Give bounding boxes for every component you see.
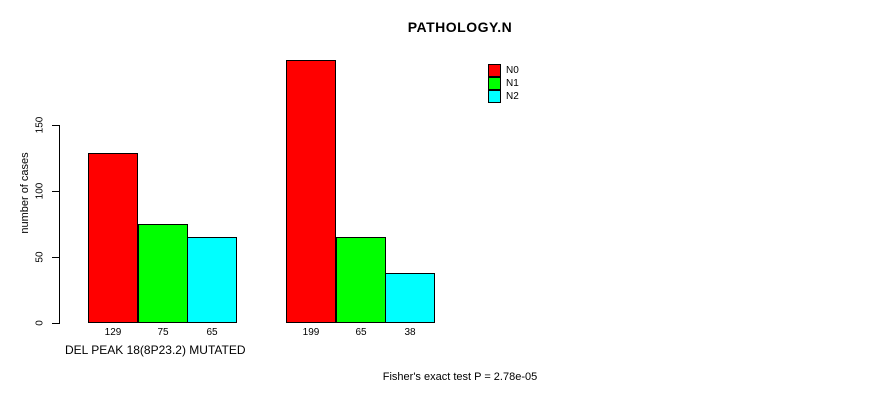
- x-axis-label: DEL PEAK 18(8P23.2) MUTATED: [65, 343, 246, 357]
- y-tick-label: 0: [34, 320, 46, 326]
- y-tick: [52, 257, 60, 258]
- legend-label: N2: [506, 91, 519, 102]
- bar-value-label: 65: [206, 327, 218, 338]
- y-tick-label: 150: [34, 116, 46, 134]
- footnote-text: Fisher's exact test P = 2.78e-05: [382, 371, 538, 383]
- bar-value-label: 38: [404, 327, 416, 338]
- legend-item-n1: N1: [488, 77, 519, 90]
- y-tick-label: 100: [34, 182, 46, 200]
- bar-value-label: 65: [355, 327, 367, 338]
- legend-swatch-n1: [488, 77, 501, 90]
- legend-swatch-n0: [488, 64, 501, 77]
- bar-value-label: 75: [157, 327, 169, 338]
- bar-n1-group1: [138, 224, 188, 323]
- y-axis-label: number of cases: [19, 152, 31, 234]
- y-tick: [52, 191, 60, 192]
- legend-label: N1: [506, 78, 519, 89]
- chart-title: PATHOLOGY.N: [407, 19, 513, 35]
- legend-item-n0: N0: [488, 64, 519, 77]
- y-axis-line: [59, 125, 60, 324]
- bar-value-label: 199: [302, 327, 320, 338]
- bar-n2-group2: [385, 273, 435, 323]
- bar-n0-group2: [286, 60, 336, 323]
- y-tick: [52, 125, 60, 126]
- y-tick-label: 50: [34, 251, 46, 263]
- bar-n0-group1: [88, 153, 138, 323]
- legend: N0 N1 N2: [488, 64, 519, 103]
- bar-value-label: 129: [104, 327, 122, 338]
- legend-label: N0: [506, 65, 519, 76]
- bar-n2-group1: [187, 237, 237, 323]
- y-tick: [52, 323, 60, 324]
- legend-swatch-n2: [488, 90, 501, 103]
- bar-n1-group2: [336, 237, 386, 323]
- legend-item-n2: N2: [488, 90, 519, 103]
